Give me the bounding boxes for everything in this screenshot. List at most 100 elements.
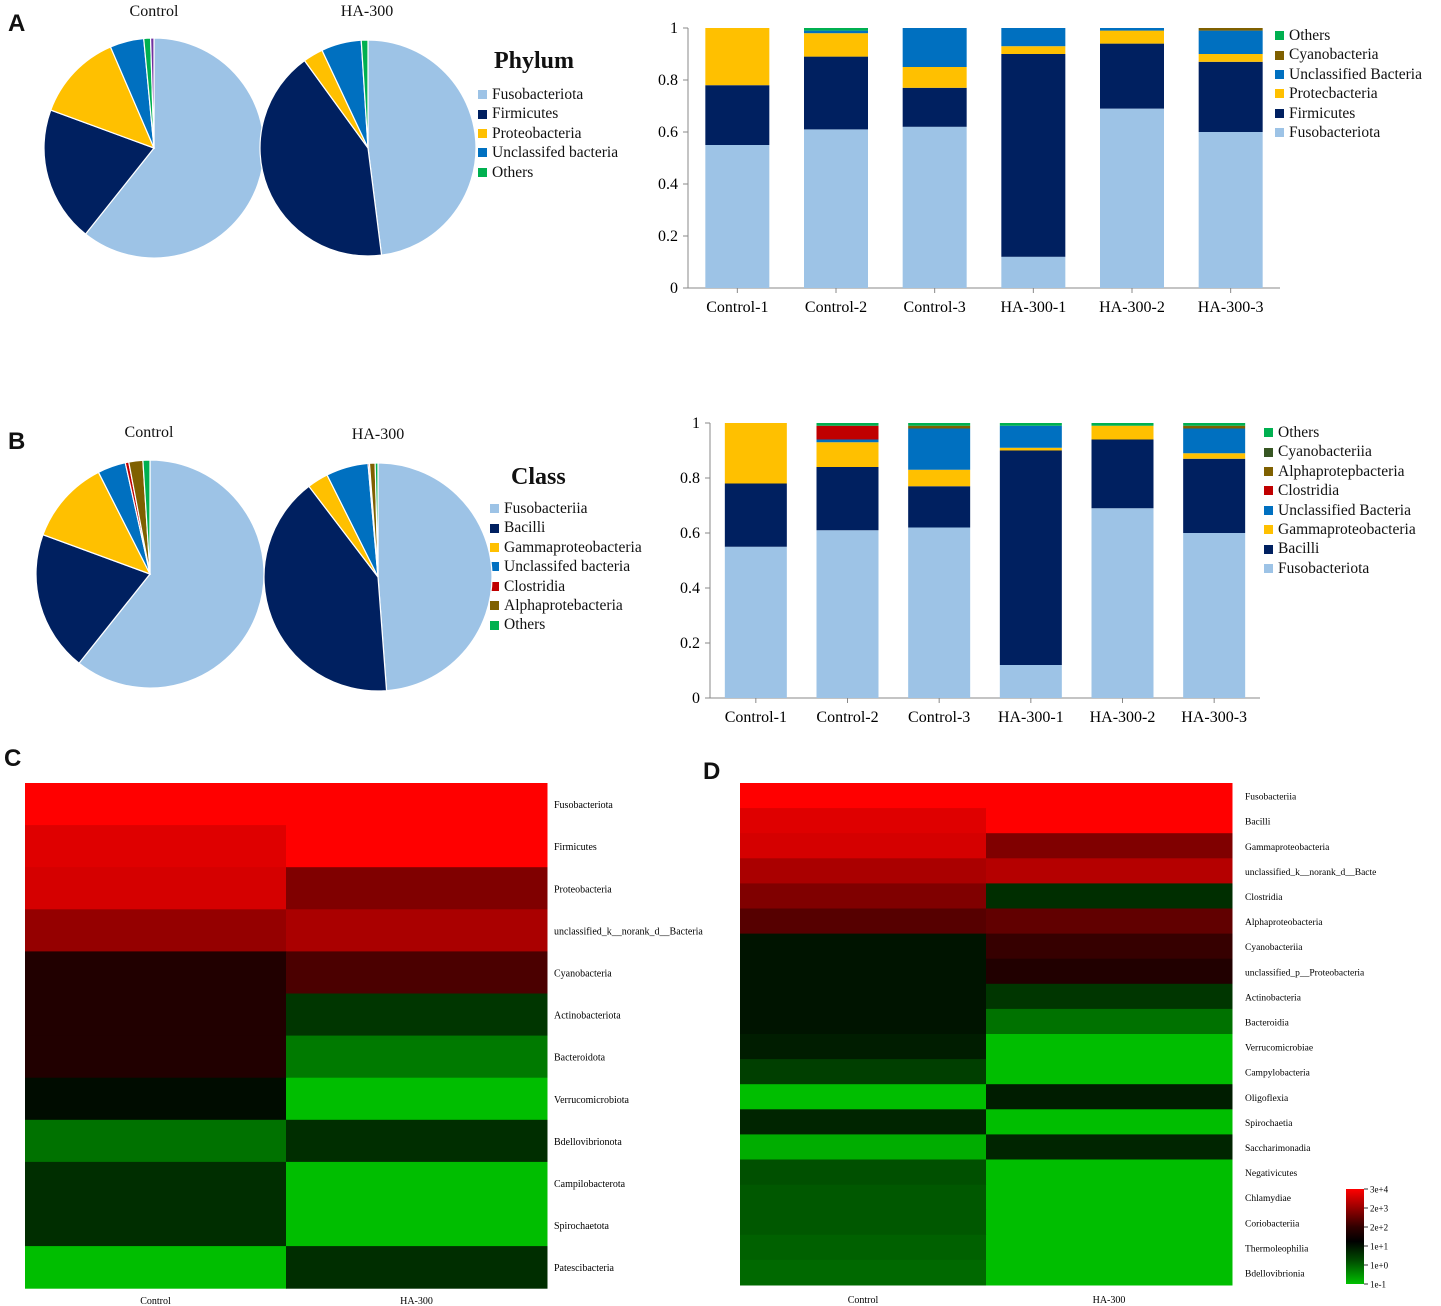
pie-a-legend-title: Phylum	[494, 48, 575, 74]
heatmap-d-cell-negativicutes-control	[740, 1159, 987, 1186]
heatmap-c-cell-unclassified-k-norank-d-bacteria-control	[25, 909, 287, 952]
legend-swatch	[1264, 544, 1273, 554]
bar-a-bar-ha-300-1-fusobacteriota	[1001, 256, 1066, 288]
legend-swatch	[490, 542, 499, 552]
legend-label: Fusobacteriia	[504, 500, 588, 517]
heatmap-d-cell-thermoleophilia-control	[740, 1234, 987, 1261]
heatmap-c-cell-bacteroidota-ha-300	[286, 1035, 548, 1079]
bar-a-bar-ha-300-2-firmicutes	[1100, 43, 1164, 109]
heatmap-c-row-label: Firmicutes	[554, 842, 597, 853]
pie-a-title-control: Control	[129, 3, 179, 20]
bar-b-bar-ha-300-2-gammaproteobacteria	[1091, 425, 1154, 440]
legend-item-clostridia: Clostridia	[490, 577, 642, 596]
colorbar-bar	[1346, 1189, 1364, 1284]
heatmap-d-cell-bdellovibrionia-ha-300	[986, 1259, 1233, 1286]
heatmap-d-cell-fusobacteriia-ha-300	[986, 783, 1233, 809]
pie-a-title-ha300: HA-300	[340, 3, 394, 20]
legend-swatch	[490, 504, 499, 514]
pie-b-title-control: Control	[124, 424, 174, 441]
pie-b-ha300-slice-1	[263, 485, 388, 692]
colorbar-label: 3e+4	[1370, 1185, 1389, 1195]
bar-a-bar-ha-300-1-firmicutes	[1001, 54, 1066, 257]
heatmap-d-row-label: Alphaproteobacteria	[1245, 918, 1323, 928]
heatmap-d-row-label: Spirochaetia	[1245, 1119, 1293, 1129]
bar-a-bar-control-2-firmicutes	[804, 56, 868, 130]
heatmap-d-col-label: HA-300	[1093, 1295, 1126, 1306]
legend-swatch	[1264, 525, 1273, 535]
heatmap-c-row-label: Proteobacteria	[554, 884, 612, 895]
bar-a-bar-control-2-fusobacteriota	[804, 129, 868, 288]
bar-a-bar-ha-300-1-unclassified-bacteria	[1001, 28, 1066, 47]
pie-a-ha300-slice-4	[360, 39, 369, 149]
bar-b-bar-ha-300-1-fusobacteriota	[999, 665, 1062, 698]
bar-b-bar-control-3-gammaproteobacteria	[908, 469, 971, 487]
pie-b-control-slice-1	[35, 533, 151, 665]
heatmap-d-cell-verrucomicrobiae-ha-300	[986, 1034, 1233, 1060]
legend-swatch	[1264, 428, 1273, 438]
heatmap-d-cell-thermoleophilia-ha-300	[986, 1234, 1233, 1261]
legend-item-others: Others	[1275, 26, 1422, 45]
legend-label: Protecbacteria	[1289, 85, 1378, 103]
bar-b-bar-ha-300-1-others	[999, 423, 1062, 426]
bar-b-bar-control-2-fusobacteriota	[816, 530, 879, 698]
legend-swatch	[1264, 447, 1273, 457]
pie-a-control	[43, 37, 265, 259]
heatmap-d-cell-coriobacteriia-control	[740, 1209, 987, 1236]
pie-a-ha300-slice-0	[367, 39, 477, 256]
colorbar-label: 1e+0	[1370, 1261, 1389, 1271]
bar-b-legend: Others Cyanobacteriia Alphaprotepbacteria C…	[1264, 423, 1416, 578]
pie-b-ha300-slice-6	[374, 462, 379, 578]
panel-label-a: A	[8, 10, 26, 37]
heatmap-d-cell-bdellovibrionia-control	[740, 1259, 987, 1286]
heatmap-d-cell-unclassified-p-proteobacteria-control	[740, 958, 987, 985]
heatmap-c-cell-proteobacteria-ha-300	[286, 867, 548, 910]
heatmap-d-cell-actinobacteria-ha-300	[986, 983, 1233, 1010]
legend-item-unclassifed-bacteria: Unclassifed bacteria	[490, 557, 642, 576]
heatmap-d-cell-unclassified-k-norank-d-bacteria-control	[740, 858, 987, 884]
heatmap-c-cell-cyanobacteria-ha-300	[286, 951, 548, 994]
heatmap-d-cell-clostridia-control	[740, 883, 987, 909]
pie-b-control-slice-0	[78, 459, 265, 689]
bar-b-bar-ha-300-2-others	[1091, 423, 1154, 426]
legend-item-fusobacteriota: Fusobacteriota	[1264, 559, 1416, 578]
bar-b-xtick-label: HA-300-2	[1090, 709, 1156, 726]
heatmap-d-cell-chlamydiae-control	[740, 1184, 987, 1211]
bar-b-bar-control-2-clostridia	[816, 425, 879, 440]
heatmap-c-cell-spirochaetota-control	[25, 1204, 287, 1247]
bar-a-bar-control-3-fusobacteriota	[902, 126, 967, 288]
panel-label-c: C	[4, 745, 22, 772]
heatmap-d-cell-actinobacteria-control	[740, 983, 987, 1010]
heatmap-d-cell-saccharimonadia-ha-300	[986, 1134, 1233, 1160]
bar-a-ytick-label: 0.8	[658, 72, 678, 89]
bar-b-xtick-label: HA-300-1	[998, 709, 1064, 726]
pie-b-ha300-slice-0	[377, 462, 493, 692]
pie-b-title-ha300: HA-300	[351, 426, 405, 443]
bar-b-bar-control-2-unclassified-bacteria	[816, 439, 879, 443]
heatmap-c-row-label: Cyanobacteria	[554, 968, 612, 979]
bar-b-bar-ha-300-2-bacilli	[1091, 439, 1154, 509]
bar-b-ytick-label: 0.6	[680, 525, 700, 542]
bar-b-xtick-label: Control-2	[816, 709, 878, 726]
legend-label: Fusobacteriota	[492, 86, 584, 103]
legend-label: Fusobacteriota	[1278, 559, 1370, 577]
heatmap-d-row-label: Verrucomicrobiae	[1245, 1044, 1313, 1054]
legend-label: Gammaproteobacteria	[504, 538, 642, 556]
heatmap-d-row-label: Gammaproteobacteria	[1245, 843, 1330, 853]
colorbar-label: 2e+2	[1370, 1223, 1388, 1233]
pie-a-control-slice-2	[49, 46, 156, 150]
heatmap-d-cell-coriobacteriia-ha-300	[986, 1209, 1233, 1236]
legend-label: Cyanobacteriia	[1278, 443, 1372, 461]
legend-item-gammaproteobacteria: Gammaproteobacteria	[1264, 520, 1416, 539]
heatmap-d-cell-saccharimonadia-control	[740, 1134, 987, 1160]
heatmap-c-cell-actinobacteriota-ha-300	[286, 993, 548, 1037]
heatmap-d-row-label: Clostridia	[1245, 893, 1283, 903]
heatmap-d-cell-spirochaetia-control	[740, 1109, 987, 1135]
bar-a-bar-control-2-unclassified-bacteria	[804, 30, 868, 34]
legend-item-others: Others	[1264, 423, 1416, 442]
bar-b: 0 0.2 0.4 0.6 0.8 1 Control-1 Control-2 Control-…	[680, 415, 1260, 726]
heatmap-d-row-label: Saccharimonadia	[1245, 1144, 1311, 1154]
heatmap-c-cell-patescibacteria-ha-300	[286, 1246, 548, 1289]
heatmap-c-cell-fusobacteriota-control	[25, 783, 287, 826]
bar-b-bar-control-3-fusobacteriota	[908, 527, 971, 698]
